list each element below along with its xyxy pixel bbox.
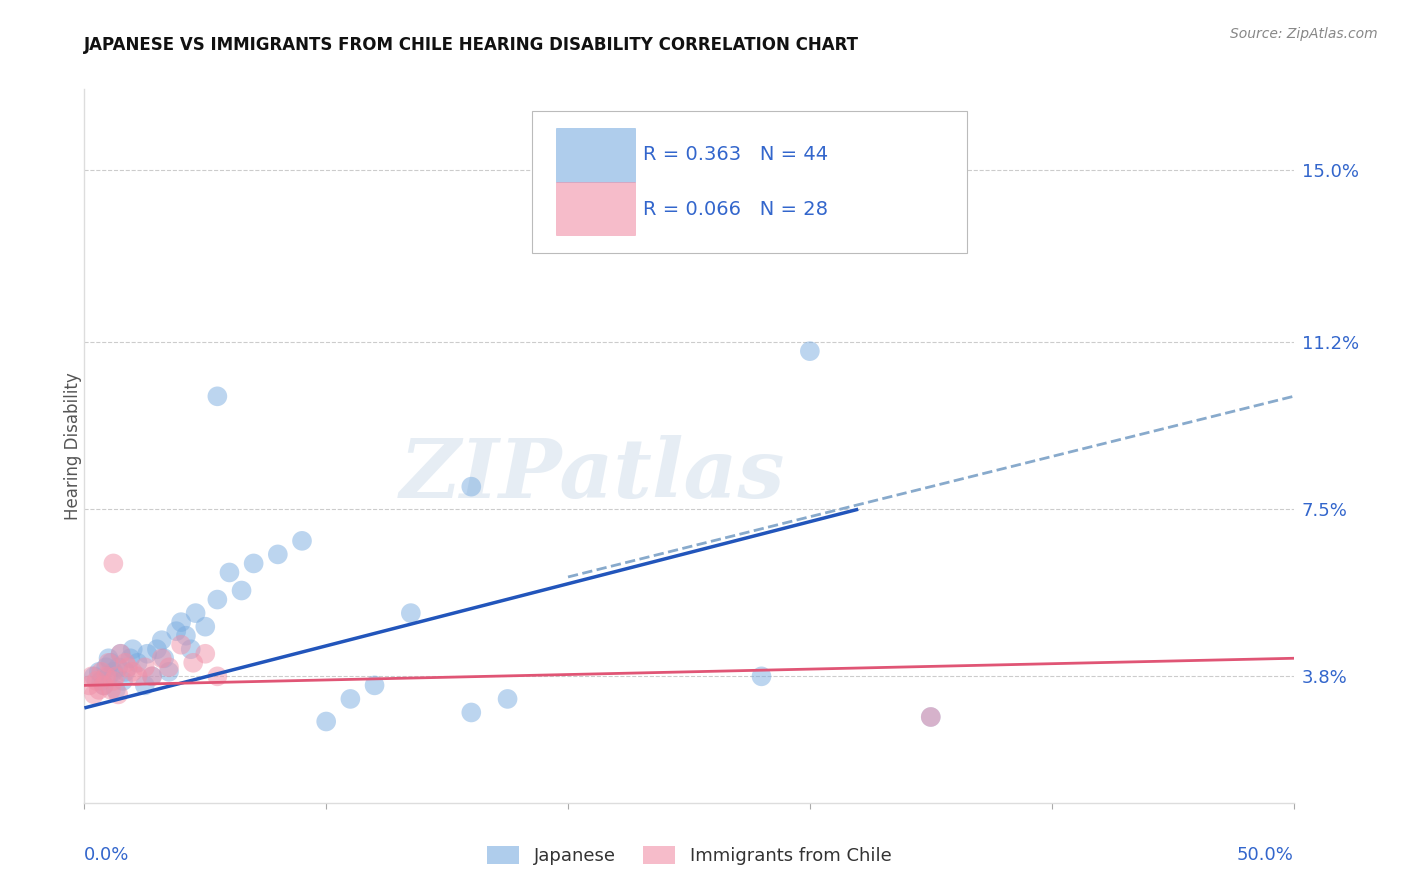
Point [920, 710, 942, 724]
Point [315, 714, 337, 729]
Point [141, 669, 163, 683]
Point [180, 642, 202, 657]
Text: 50.0%: 50.0% [1237, 846, 1294, 863]
Point [165, 624, 187, 639]
FancyBboxPatch shape [555, 128, 634, 182]
Point [291, 533, 314, 548]
Point [557, 231, 579, 245]
Point [114, 656, 136, 670]
Point [121, 642, 143, 657]
Point [87, 665, 110, 679]
FancyBboxPatch shape [531, 111, 967, 253]
Point [150, 651, 173, 665]
Point [97, 656, 120, 670]
Point [157, 665, 180, 679]
Text: Source: ZipAtlas.com: Source: ZipAtlas.com [1230, 27, 1378, 41]
Point [103, 665, 125, 679]
Point [110, 647, 132, 661]
Point [170, 638, 193, 652]
Point [460, 706, 482, 720]
Point [207, 669, 229, 683]
Point [80, 669, 103, 683]
Point [460, 480, 482, 494]
Point [157, 660, 180, 674]
Text: R = 0.363   N = 44: R = 0.363 N = 44 [643, 145, 828, 164]
Point [136, 647, 159, 661]
Point [363, 678, 385, 692]
Point [103, 673, 125, 688]
Point [104, 682, 127, 697]
Point [97, 669, 120, 683]
Point [242, 557, 264, 571]
Point [107, 687, 129, 701]
Point [194, 620, 217, 634]
Point [799, 344, 821, 359]
Point [184, 606, 207, 620]
Text: R = 0.066   N = 28: R = 0.066 N = 28 [643, 200, 828, 219]
Point [267, 548, 290, 562]
Point [94, 669, 117, 683]
Point [90, 673, 112, 688]
Point [100, 682, 122, 697]
Point [77, 678, 100, 692]
Point [112, 673, 135, 688]
Point [93, 678, 115, 692]
Point [103, 557, 125, 571]
Point [107, 660, 129, 674]
Point [218, 566, 240, 580]
Y-axis label: Hearing Disability: Hearing Disability [65, 372, 82, 520]
Legend: Japanese, Immigrants from Chile: Japanese, Immigrants from Chile [479, 838, 898, 872]
Point [83, 669, 105, 683]
Point [134, 660, 156, 674]
Point [104, 669, 127, 683]
Point [121, 665, 143, 679]
Point [97, 651, 120, 665]
Point [146, 642, 169, 657]
Point [181, 656, 204, 670]
Point [114, 665, 136, 679]
Point [399, 606, 422, 620]
Point [496, 692, 519, 706]
Point [207, 592, 229, 607]
Point [153, 651, 176, 665]
Point [90, 665, 112, 679]
Point [100, 656, 122, 670]
Point [141, 669, 163, 683]
Point [87, 682, 110, 697]
Point [194, 647, 217, 661]
Point [231, 583, 253, 598]
Point [83, 687, 105, 701]
Point [94, 660, 117, 674]
Text: ZIPatlas: ZIPatlas [399, 434, 785, 515]
FancyBboxPatch shape [555, 182, 634, 235]
Text: JAPANESE VS IMMIGRANTS FROM CHILE HEARING DISABILITY CORRELATION CHART: JAPANESE VS IMMIGRANTS FROM CHILE HEARIN… [84, 36, 859, 54]
Point [93, 678, 115, 692]
Point [920, 710, 942, 724]
Point [207, 389, 229, 403]
Point [117, 660, 139, 674]
Point [134, 678, 156, 692]
Point [120, 651, 142, 665]
Point [86, 673, 108, 688]
Text: 0.0%: 0.0% [84, 846, 129, 863]
Point [174, 629, 197, 643]
Point [110, 647, 132, 661]
Point [339, 692, 361, 706]
Point [170, 615, 193, 629]
Point [127, 669, 149, 683]
Point [127, 656, 149, 670]
Point [751, 669, 773, 683]
Point [150, 633, 173, 648]
